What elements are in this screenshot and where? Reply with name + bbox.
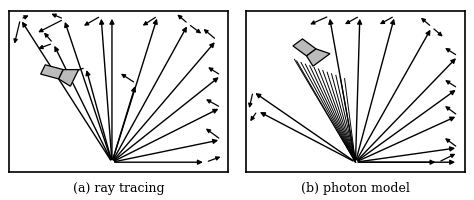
Polygon shape	[59, 70, 79, 87]
Polygon shape	[307, 50, 330, 67]
Text: (b) photon model: (b) photon model	[301, 181, 410, 194]
Polygon shape	[41, 65, 63, 80]
Polygon shape	[293, 40, 316, 57]
Text: (a) ray tracing: (a) ray tracing	[73, 181, 164, 194]
